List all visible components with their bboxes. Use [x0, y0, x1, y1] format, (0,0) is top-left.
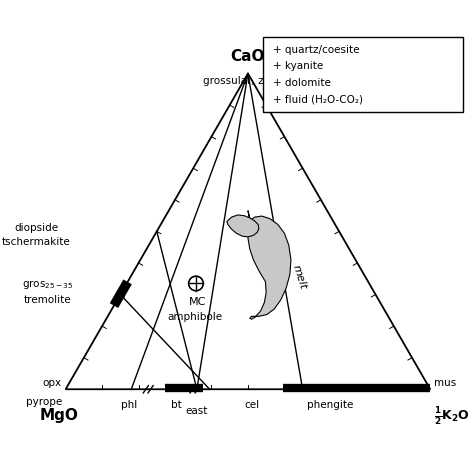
Text: + kyanite: + kyanite — [273, 61, 324, 71]
Text: MgO: MgO — [40, 407, 79, 422]
Text: grossular, zoisite: grossular, zoisite — [203, 76, 292, 86]
Text: + fluid (H₂O-CO₂): + fluid (H₂O-CO₂) — [273, 95, 364, 105]
FancyBboxPatch shape — [263, 38, 463, 113]
Text: CaO: CaO — [231, 49, 265, 64]
Polygon shape — [227, 216, 259, 238]
Text: east: east — [186, 404, 208, 415]
Text: cel: cel — [244, 399, 259, 410]
Text: phengite: phengite — [307, 399, 353, 410]
Text: pyrope: pyrope — [26, 396, 62, 406]
Text: MC: MC — [189, 297, 207, 307]
Text: phl: phl — [121, 399, 137, 410]
Text: + dolomite: + dolomite — [273, 78, 331, 88]
Text: mus: mus — [434, 378, 456, 388]
Text: + quartz/coesite: + quartz/coesite — [273, 45, 360, 55]
Text: gros$_{25-35}$
tremolite: gros$_{25-35}$ tremolite — [22, 278, 73, 305]
Text: melt: melt — [291, 263, 308, 290]
Polygon shape — [248, 211, 291, 319]
Text: opx: opx — [43, 378, 62, 388]
Text: $\mathbf{\frac{1}{2}}$K$_\mathbf{2}$O: $\mathbf{\frac{1}{2}}$K$_\mathbf{2}$O — [434, 404, 470, 426]
Text: amphibole: amphibole — [168, 311, 223, 321]
Text: diopside
tschermakite: diopside tschermakite — [2, 223, 71, 247]
Text: bt: bt — [172, 399, 182, 410]
